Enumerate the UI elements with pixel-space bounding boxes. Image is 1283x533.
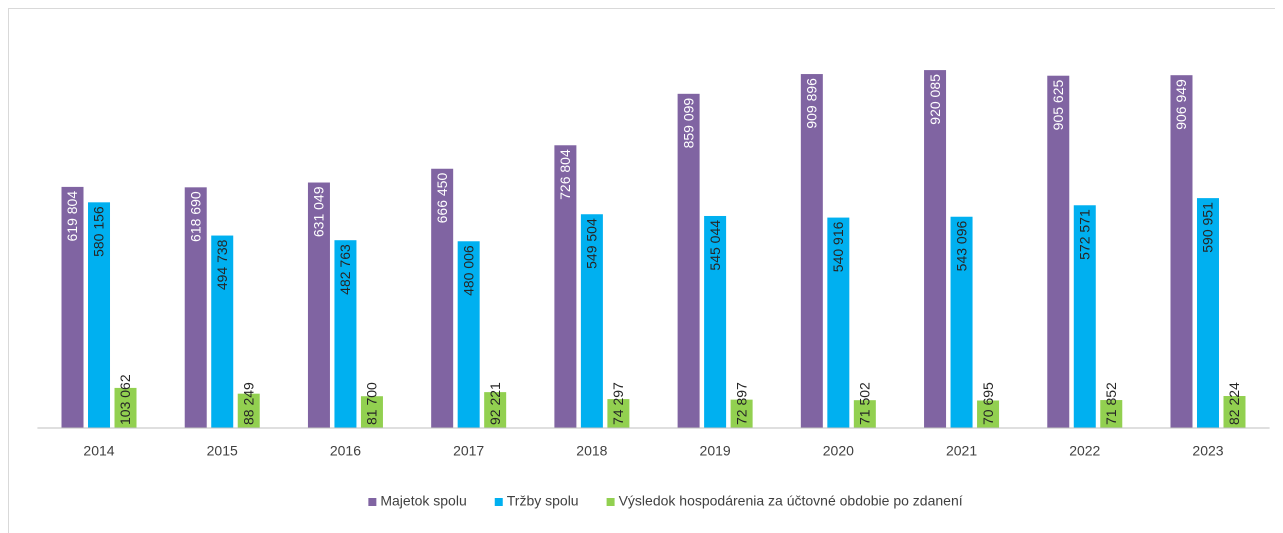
bar	[1047, 75, 1070, 428]
x-tick-label: 2019	[700, 443, 731, 459]
data-label: 859 099	[680, 98, 696, 149]
data-label: 572 571	[1076, 209, 1092, 260]
x-tick-label: 2017	[453, 443, 484, 459]
legend-swatch	[494, 498, 503, 506]
legend-label: Tržby spolu	[507, 493, 579, 509]
bar	[184, 187, 207, 428]
data-label: 905 625	[1050, 80, 1066, 131]
data-label: 909 896	[804, 78, 820, 129]
bar	[484, 392, 507, 428]
x-tick-label: 2018	[576, 443, 607, 459]
data-label: 480 006	[460, 245, 476, 296]
x-tick-label: 2015	[207, 443, 238, 459]
data-label: 543 096	[953, 221, 969, 272]
bar	[114, 387, 137, 428]
legend-item: Majetok spolu	[368, 493, 467, 509]
legend-item: Tržby spolu	[494, 493, 579, 509]
bar	[950, 216, 973, 428]
bar	[853, 400, 876, 428]
bar	[360, 396, 383, 428]
data-label: 72 897	[733, 382, 749, 425]
bar	[677, 93, 700, 428]
bar	[704, 215, 727, 428]
data-label: 482 763	[337, 244, 353, 295]
bar	[607, 399, 630, 428]
data-label: 81 700	[364, 382, 380, 425]
data-label: 494 738	[214, 239, 230, 290]
data-label: 580 156	[91, 206, 107, 257]
data-label: 92 221	[487, 382, 503, 425]
bar	[307, 182, 330, 428]
legend: Majetok spolu Tržby spolu Výsledok hospodá…	[368, 493, 963, 509]
bar	[800, 74, 823, 429]
bar	[237, 393, 260, 428]
bar	[924, 70, 947, 428]
data-label: 540 916	[830, 221, 846, 272]
bar	[1073, 205, 1096, 428]
x-tick-label: 2023	[1192, 443, 1223, 459]
data-label: 666 450	[434, 173, 450, 224]
bar	[1196, 198, 1219, 428]
chart-border	[8, 8, 1275, 533]
data-label: 88 249	[240, 382, 256, 425]
bar	[61, 186, 84, 428]
data-label: 549 504	[584, 218, 600, 269]
bar	[1100, 400, 1123, 428]
bar	[88, 202, 111, 428]
legend-label: Výsledok hospodárenia za účtovné obdobie…	[619, 493, 963, 509]
x-tick-label: 2022	[1069, 443, 1100, 459]
x-tick-label: 2014	[83, 443, 114, 459]
bar	[1170, 75, 1193, 428]
bar	[431, 168, 454, 428]
data-label: 74 297	[610, 382, 626, 425]
x-tick-label: 2016	[330, 443, 361, 459]
data-label: 619 804	[64, 191, 80, 242]
data-label: 726 804	[557, 149, 573, 200]
bar	[580, 214, 603, 428]
bar	[1223, 396, 1246, 428]
legend-swatch	[368, 498, 377, 506]
legend-item: Výsledok hospodárenia za účtovné obdobie…	[606, 493, 963, 509]
legend-swatch	[606, 498, 615, 506]
data-label: 920 085	[927, 74, 943, 125]
data-label: 631 049	[311, 186, 327, 237]
data-label: 545 044	[707, 220, 723, 271]
data-label: 618 690	[187, 191, 203, 242]
data-label: 70 695	[980, 382, 996, 425]
data-label: 82 224	[1226, 382, 1242, 425]
data-label: 590 951	[1200, 202, 1216, 253]
data-label: 906 949	[1173, 79, 1189, 130]
data-label: 103 062	[117, 374, 133, 425]
x-tick-label: 2021	[946, 443, 977, 459]
bar	[334, 240, 357, 428]
data-label: 71 502	[857, 382, 873, 425]
data-label: 71 852	[1103, 382, 1119, 425]
bar	[827, 217, 850, 428]
x-tick-label: 2020	[823, 443, 854, 459]
bar	[457, 241, 480, 428]
bar	[730, 399, 753, 428]
bar	[554, 145, 577, 428]
bar	[977, 400, 1000, 428]
bar	[211, 235, 234, 428]
legend-label: Majetok spolu	[380, 493, 466, 509]
